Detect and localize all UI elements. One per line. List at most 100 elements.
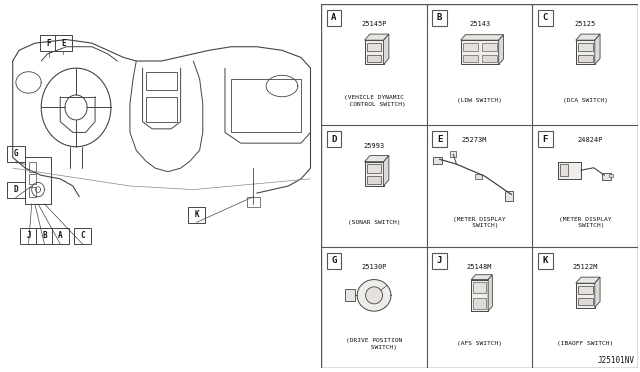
Bar xyxy=(247,197,260,208)
Text: E: E xyxy=(437,135,442,144)
Bar xyxy=(7,182,24,198)
Text: K: K xyxy=(194,210,199,219)
Bar xyxy=(505,191,513,201)
Polygon shape xyxy=(365,287,383,304)
Bar xyxy=(578,43,593,51)
Polygon shape xyxy=(461,35,504,40)
Polygon shape xyxy=(576,34,600,40)
Bar xyxy=(51,228,69,244)
Bar xyxy=(20,228,37,244)
Text: (METER DISPLAY
   SWITCH): (METER DISPLAY SWITCH) xyxy=(453,217,506,228)
Text: (IBAOFF SWITCH): (IBAOFF SWITCH) xyxy=(557,341,613,346)
Text: (LDW SWITCH): (LDW SWITCH) xyxy=(457,99,502,103)
Bar xyxy=(432,131,447,147)
Bar xyxy=(474,282,486,293)
Bar xyxy=(609,174,612,177)
Bar xyxy=(482,43,497,51)
Polygon shape xyxy=(383,155,389,186)
Bar xyxy=(326,131,341,147)
Text: C: C xyxy=(80,231,84,240)
Bar xyxy=(326,10,341,26)
Bar xyxy=(367,164,381,173)
Text: D: D xyxy=(332,135,337,144)
Text: (SONAR SWITCH): (SONAR SWITCH) xyxy=(348,220,401,225)
Bar xyxy=(188,206,205,222)
Bar xyxy=(461,40,499,64)
Bar xyxy=(146,97,177,122)
Polygon shape xyxy=(365,155,389,162)
Bar xyxy=(7,146,24,162)
Text: J: J xyxy=(437,256,442,265)
Text: G: G xyxy=(332,256,337,265)
Text: 25143: 25143 xyxy=(469,21,490,28)
Bar xyxy=(432,253,447,269)
Bar xyxy=(146,72,177,90)
Text: A: A xyxy=(332,13,337,22)
Polygon shape xyxy=(595,277,600,308)
Bar xyxy=(560,164,568,176)
Bar xyxy=(463,43,477,51)
Bar xyxy=(558,162,581,179)
Bar xyxy=(576,283,595,308)
Bar xyxy=(482,55,497,62)
Bar xyxy=(74,228,91,244)
Bar xyxy=(433,157,442,164)
Polygon shape xyxy=(595,34,600,64)
Bar xyxy=(29,187,36,197)
Bar xyxy=(450,151,456,157)
Bar xyxy=(29,174,36,184)
Bar xyxy=(365,40,383,64)
Text: E: E xyxy=(61,39,66,48)
Polygon shape xyxy=(365,34,389,40)
Bar xyxy=(578,55,593,62)
Text: D: D xyxy=(13,185,18,194)
Text: F: F xyxy=(47,39,51,48)
Text: 25148M: 25148M xyxy=(467,264,492,270)
Bar xyxy=(578,298,593,305)
Bar xyxy=(36,228,53,244)
Text: B: B xyxy=(437,13,442,22)
Text: (METER DISPLAY
   SWITCH): (METER DISPLAY SWITCH) xyxy=(559,217,612,228)
Text: (VEHICLE DYNAMIC
  CONTROL SWITCH): (VEHICLE DYNAMIC CONTROL SWITCH) xyxy=(342,95,406,106)
Text: 25273M: 25273M xyxy=(461,137,487,143)
Bar xyxy=(54,35,72,51)
Text: (DRIVE POSITION
     SWITCH): (DRIVE POSITION SWITCH) xyxy=(346,339,402,350)
Bar xyxy=(29,162,36,172)
Bar xyxy=(538,131,552,147)
Bar xyxy=(538,253,552,269)
Text: J25101NV: J25101NV xyxy=(598,356,635,365)
Bar xyxy=(326,253,341,269)
Bar xyxy=(578,286,593,294)
Bar xyxy=(40,35,58,51)
Bar xyxy=(471,280,488,311)
Text: G: G xyxy=(13,150,18,158)
Text: B: B xyxy=(42,231,47,240)
Polygon shape xyxy=(383,34,389,64)
Polygon shape xyxy=(357,280,391,311)
Bar xyxy=(576,40,595,64)
Bar xyxy=(432,10,447,26)
Bar xyxy=(365,162,383,186)
Text: A: A xyxy=(58,231,63,240)
Text: F: F xyxy=(543,135,548,144)
Polygon shape xyxy=(499,35,504,64)
Bar xyxy=(476,174,482,179)
Text: 25130P: 25130P xyxy=(362,264,387,270)
Text: K: K xyxy=(543,256,548,265)
Text: J: J xyxy=(26,231,31,240)
Bar xyxy=(602,173,611,180)
Bar xyxy=(463,55,477,62)
Bar xyxy=(538,10,552,26)
Text: 24824P: 24824P xyxy=(578,137,604,143)
Bar xyxy=(474,298,486,309)
Text: (DCA SWITCH): (DCA SWITCH) xyxy=(563,99,608,103)
Text: 25125: 25125 xyxy=(575,21,596,28)
Text: 25145P: 25145P xyxy=(362,21,387,28)
Bar xyxy=(367,55,381,62)
Text: 25122M: 25122M xyxy=(573,264,598,270)
Polygon shape xyxy=(488,275,492,311)
Bar xyxy=(367,43,381,51)
Text: 25993: 25993 xyxy=(364,143,385,149)
Text: (AFS SWITCH): (AFS SWITCH) xyxy=(457,341,502,346)
Bar xyxy=(367,176,381,183)
